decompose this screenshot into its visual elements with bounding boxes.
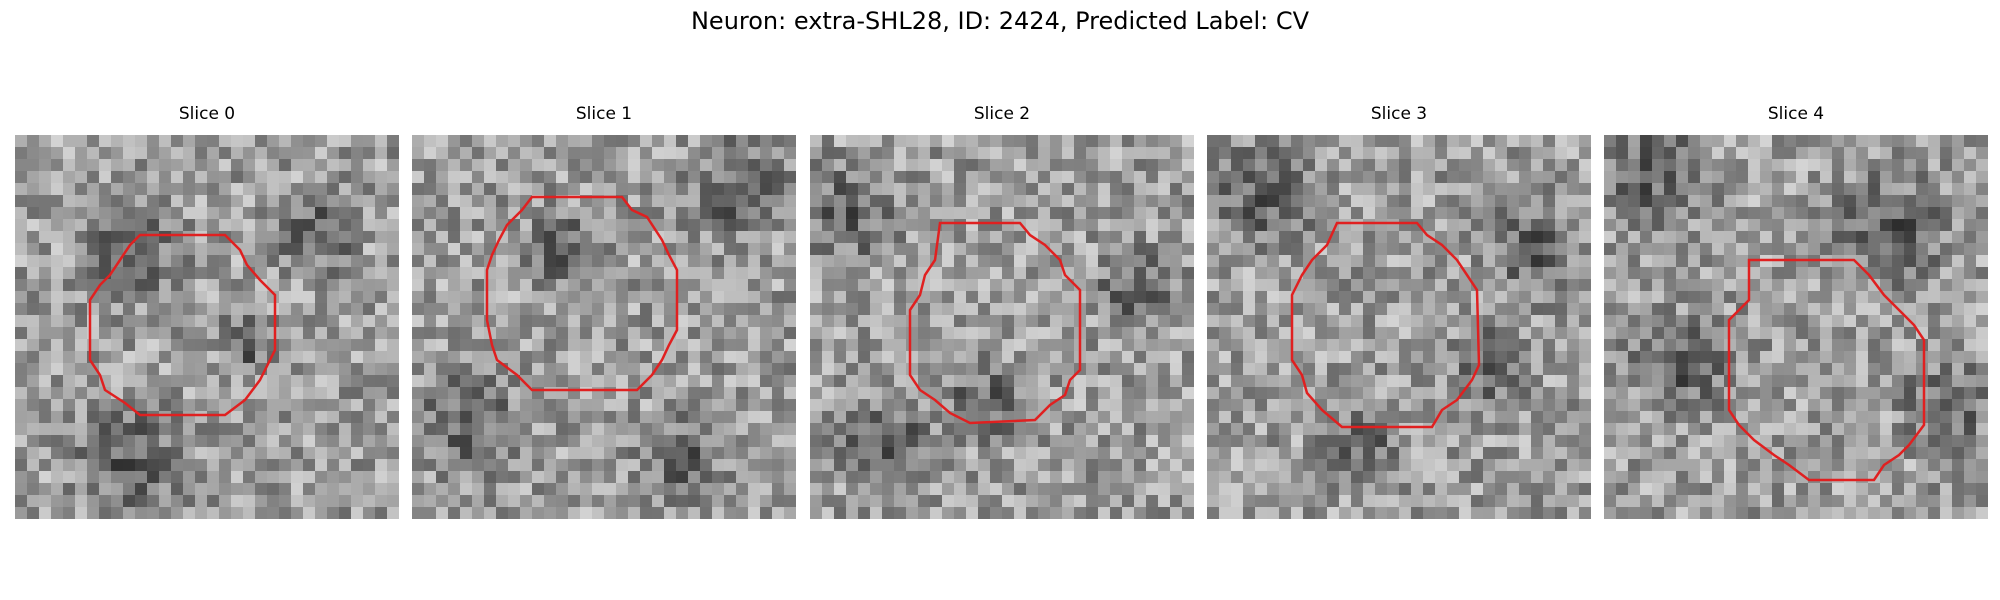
slice-panel-4: Slice 4 xyxy=(1604,104,1988,519)
slice-image-2 xyxy=(810,135,1194,519)
roi-contour xyxy=(1727,258,1926,482)
pixel-grid xyxy=(1207,135,1591,519)
slice-image-1 xyxy=(412,135,796,519)
slice-title-2: Slice 2 xyxy=(973,104,1031,124)
slice-panel-1: Slice 1 xyxy=(412,104,796,519)
slice-panel-2: Slice 2 xyxy=(810,104,1194,519)
pixel-grid xyxy=(15,135,399,519)
roi-contour xyxy=(908,221,1082,425)
roi-contour xyxy=(485,195,679,392)
figure-title: Neuron: extra-SHL28, ID: 2424, Predicted… xyxy=(690,7,1310,35)
slice-panel-3: Slice 3 xyxy=(1207,104,1591,519)
roi-contour xyxy=(88,233,277,417)
slice-title-0: Slice 0 xyxy=(178,104,236,124)
pixel-grid xyxy=(1604,135,1988,519)
slice-image-3 xyxy=(1207,135,1591,519)
slice-panel-0: Slice 0 xyxy=(15,104,399,519)
slice-image-4 xyxy=(1604,135,1988,519)
pixel-grid xyxy=(810,135,1194,519)
pixel-grid xyxy=(412,135,796,519)
slice-title-1: Slice 1 xyxy=(575,104,633,124)
slice-title-4: Slice 4 xyxy=(1767,104,1825,124)
slice-image-0 xyxy=(15,135,399,519)
slice-title-3: Slice 3 xyxy=(1370,104,1428,124)
roi-contour xyxy=(1290,221,1481,429)
